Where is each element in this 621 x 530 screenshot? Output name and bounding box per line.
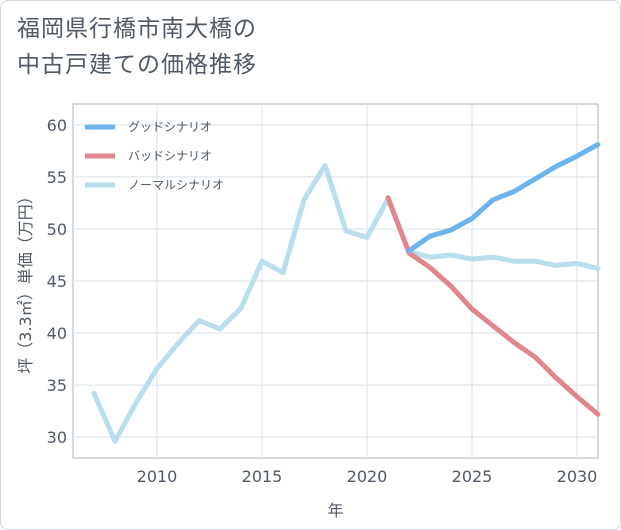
x-axis-title: 年 xyxy=(327,501,343,520)
legend-label: ノーマルシナリオ xyxy=(128,178,224,192)
y-tick-label: 30 xyxy=(47,428,67,447)
axis-ticks: 30 35 40 45 50 55 60 2010 2015 2020 2025 2030 xyxy=(47,116,598,486)
x-tick-label: 2030 xyxy=(557,467,598,486)
y-tick-label: 45 xyxy=(47,272,67,291)
legend-label: グッドシナリオ xyxy=(128,120,212,134)
series-line-1 xyxy=(385,195,601,417)
y-tick-label: 35 xyxy=(47,376,67,395)
y-axis-title: 坪（3.3㎡）単価（万円） xyxy=(16,188,35,373)
x-tick-label: 2020 xyxy=(347,467,388,486)
y-tick-label: 50 xyxy=(47,220,67,239)
x-tick-label: 2010 xyxy=(137,467,178,486)
chart-title: 福岡県行橋市南大橋の 中古戸建ての価格推移 xyxy=(17,11,437,83)
legend-label: バッドシナリオ xyxy=(128,149,212,163)
y-tick-label: 40 xyxy=(47,324,67,343)
chart-title-line-1: 福岡県行橋市南大橋の xyxy=(17,16,257,42)
series-line-0 xyxy=(406,142,601,254)
series-line-2 xyxy=(91,162,601,444)
series-lines xyxy=(91,142,601,444)
x-tick-label: 2025 xyxy=(452,467,493,486)
x-tick-label: 2015 xyxy=(242,467,283,486)
chart-title-line-2: 中古戸建ての価格推移 xyxy=(17,52,257,78)
y-tick-label: 60 xyxy=(47,116,67,135)
y-tick-label: 55 xyxy=(47,168,67,187)
grid-lines xyxy=(73,104,598,458)
